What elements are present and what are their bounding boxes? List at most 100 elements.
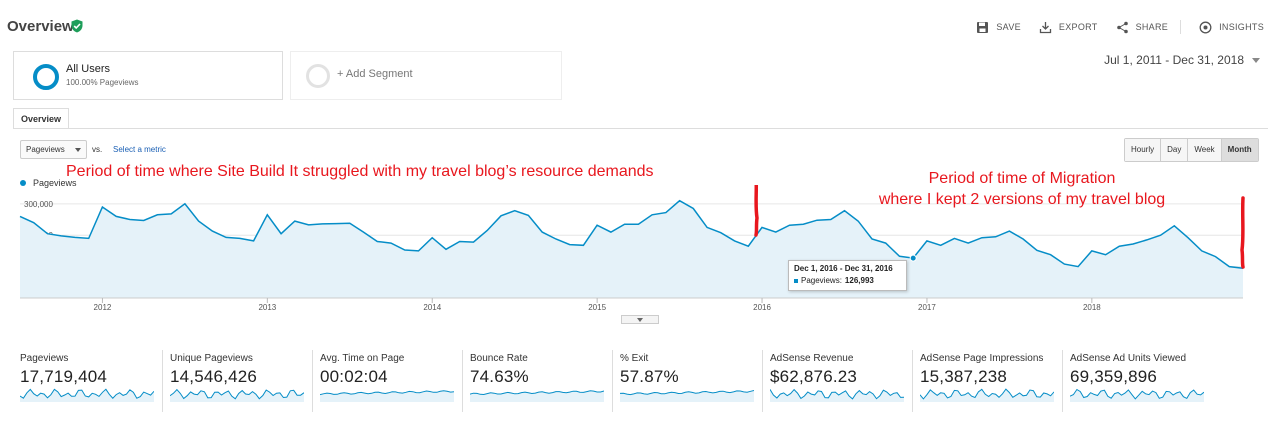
select-metric-link[interactable]: Select a metric xyxy=(113,145,166,154)
scorecard-label: % Exit xyxy=(620,353,649,364)
tooltip-row: Pageviews: 126,993 xyxy=(794,276,901,285)
segment-ring-icon xyxy=(33,64,59,90)
action-divider xyxy=(1180,20,1182,34)
tooltip-label: Pageviews: xyxy=(801,276,842,285)
x-tick-label: 2013 xyxy=(258,303,276,312)
scorecard-avg-time-on-page[interactable]: Avg. Time on Page 00:02:04 xyxy=(313,350,463,412)
chart-collapse-handle[interactable] xyxy=(621,315,659,324)
segment-all-users[interactable]: All Users 100.00% Pageviews xyxy=(13,51,283,100)
legend-label: Pageviews xyxy=(33,178,77,188)
x-tick-label: 2017 xyxy=(918,303,936,312)
sparkline xyxy=(620,390,754,402)
verified-shield-icon xyxy=(71,19,83,33)
scorecard-value: 69,359,896 xyxy=(1070,367,1158,386)
add-segment-button[interactable]: + Add Segment xyxy=(290,51,562,100)
tooltip-value: 126,993 xyxy=(844,276,874,285)
x-tick-label: 2016 xyxy=(753,303,771,312)
segment-subtitle: 100.00% Pageviews xyxy=(66,78,139,87)
tooltip-date: Dec 1, 2016 - Dec 31, 2016 xyxy=(794,264,893,273)
red-marker-line xyxy=(754,185,759,237)
chevron-down-icon xyxy=(75,148,81,152)
annotation-migration-line1: Period of time of Migration xyxy=(928,170,1116,187)
share-button[interactable]: SHARE xyxy=(1116,20,1169,34)
chart-tooltip: Dec 1, 2016 - Dec 31, 2016 Pageviews: 12… xyxy=(788,260,907,291)
granularity-hourly-button[interactable]: Hourly xyxy=(1125,139,1161,161)
segment-name: All Users xyxy=(66,63,111,75)
scorecard-label: Bounce Rate xyxy=(470,353,528,364)
scorecard-bounce-rate[interactable]: Bounce Rate 74.63% xyxy=(463,350,613,412)
scorecard-value: 15,387,238 xyxy=(920,367,1008,386)
insights-icon xyxy=(1199,21,1212,33)
granularity-toggle: Hourly Day Week Month xyxy=(1124,138,1259,162)
scorecard-value: 74.63% xyxy=(470,367,529,386)
scorecard-label: AdSense Page Impressions xyxy=(920,353,1044,364)
scorecard-value: 14,546,426 xyxy=(170,367,258,386)
sparkline xyxy=(20,388,154,402)
scorecard-unique-pageviews[interactable]: Unique Pageviews 14,546,426 xyxy=(163,350,313,412)
chevron-down-icon xyxy=(637,318,643,322)
sparkline xyxy=(920,388,1054,402)
scorecard-exit[interactable]: % Exit 57.87% xyxy=(613,350,763,412)
chart-legend: Pageviews xyxy=(20,178,77,188)
sparkline xyxy=(470,390,604,402)
sparkline-line xyxy=(20,388,154,399)
x-tick-label: 2018 xyxy=(1083,303,1101,312)
sparkline xyxy=(770,388,904,402)
export-button[interactable]: EXPORT xyxy=(1039,20,1098,34)
x-tick-label: 2015 xyxy=(588,303,606,312)
y-tick-label: 300,000 xyxy=(24,200,53,209)
scorecard-label: Unique Pageviews xyxy=(170,353,253,364)
export-icon xyxy=(1039,21,1052,33)
sparkline xyxy=(170,388,304,402)
tab-overview[interactable]: Overview xyxy=(13,108,69,129)
share-label: SHARE xyxy=(1135,22,1169,32)
legend-dot-icon xyxy=(20,180,26,186)
scorecard-adsense-revenue[interactable]: AdSense Revenue $62,876.23 xyxy=(763,350,913,412)
scorecard-value: $62,876.23 xyxy=(770,367,858,386)
sparkline-line xyxy=(1070,388,1204,400)
annotation-migration-line2: where I kept 2 versions of my travel blo… xyxy=(878,191,1166,208)
share-icon xyxy=(1116,21,1128,33)
empty-segment-ring-icon xyxy=(306,64,330,88)
x-tick-label: 2012 xyxy=(94,303,112,312)
report-actions: SAVE EXPORT SHARE INSIGHTS xyxy=(958,20,1264,34)
series-area xyxy=(20,200,1243,298)
granularity-day-button[interactable]: Day xyxy=(1160,139,1188,161)
save-icon xyxy=(977,21,989,33)
scorecard-value: 00:02:04 xyxy=(320,367,388,386)
page-title: Overview xyxy=(7,18,74,35)
granularity-month-button[interactable]: Month xyxy=(1220,139,1258,161)
sparkline-line xyxy=(470,390,604,396)
annotation-site-build-it: Period of time where Site Build It strug… xyxy=(66,163,654,180)
date-range-picker[interactable]: Jul 1, 2011 - Dec 31, 2018 xyxy=(1104,53,1260,67)
sparkline-line xyxy=(920,388,1054,400)
metric-select[interactable]: Pageviews xyxy=(20,140,87,159)
red-marker-line xyxy=(1240,196,1245,269)
add-segment-label: + Add Segment xyxy=(337,68,413,80)
pageviews-chart[interactable]: 100,000200,000300,0002012201320142015201… xyxy=(0,185,1280,320)
scorecard-adsense-page-impressions[interactable]: AdSense Page Impressions 15,387,238 xyxy=(913,350,1063,412)
sparkline-area xyxy=(20,389,154,402)
scorecard-label: Pageviews xyxy=(20,353,69,364)
sparkline-line xyxy=(320,390,454,396)
sparkline-area xyxy=(620,390,754,402)
date-range-text: Jul 1, 2011 - Dec 31, 2018 xyxy=(1104,53,1244,67)
granularity-week-button[interactable]: Week xyxy=(1187,139,1221,161)
sparkline-line xyxy=(170,388,304,400)
save-button[interactable]: SAVE xyxy=(976,20,1021,34)
report-header: Overview SAVE EXPORT SHARE INSIGHTS xyxy=(0,0,1280,54)
sparkline-line xyxy=(770,388,904,400)
sparkline-area xyxy=(170,389,304,402)
scorecard-value: 17,719,404 xyxy=(20,367,108,386)
insights-label: INSIGHTS xyxy=(1219,22,1264,32)
scorecard-pageviews[interactable]: Pageviews 17,719,404 xyxy=(13,350,163,412)
tooltip-series-swatch xyxy=(794,278,798,283)
sparkline-area xyxy=(320,390,454,402)
sparkline xyxy=(320,390,454,402)
scorecard-label: AdSense Revenue xyxy=(770,353,854,364)
scorecard-adsense-ad-units-viewed[interactable]: AdSense Ad Units Viewed 69,359,896 xyxy=(1063,350,1213,412)
sparkline xyxy=(1070,388,1204,402)
scorecard-label: AdSense Ad Units Viewed xyxy=(1070,353,1187,364)
insights-button[interactable]: INSIGHTS xyxy=(1199,20,1264,34)
metric-scorecards: Pageviews 17,719,404 Unique Pageviews 14… xyxy=(13,350,1213,412)
